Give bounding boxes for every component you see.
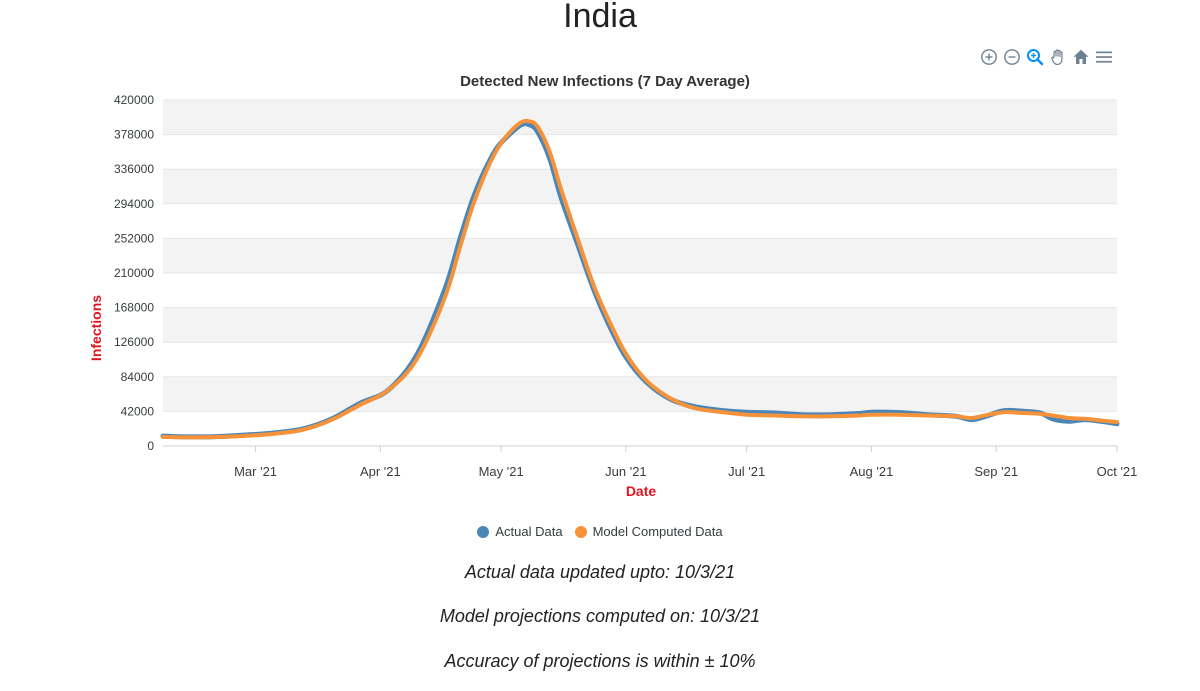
legend-label-actual: Actual Data: [495, 524, 563, 539]
x-tick-label: Apr '21: [360, 464, 401, 479]
y-tick-label: 420000: [114, 93, 154, 107]
series-line-model: [161, 118, 1119, 440]
x-tick-label: Mar '21: [234, 464, 277, 479]
y-tick-label: 126000: [114, 335, 154, 349]
legend-label-model: Model Computed Data: [592, 524, 723, 539]
model-computed-note: Model projections computed on: 10/3/21: [439, 606, 761, 626]
y-tick-label: 210000: [114, 266, 154, 280]
x-tick-label: Jul '21: [728, 464, 765, 479]
x-tick-label: Jun '21: [605, 464, 647, 479]
y-axis-title: Infections: [88, 295, 104, 361]
legend-item-actual[interactable]: Actual Data: [477, 524, 563, 539]
pan-hand-icon[interactable]: [1047, 46, 1069, 68]
y-tick-label: 42000: [121, 404, 155, 418]
y-tick-label: 84000: [121, 370, 155, 384]
grid-band: [163, 376, 1117, 412]
zoom-out-icon[interactable]: [1001, 46, 1023, 68]
menu-icon[interactable]: [1093, 46, 1115, 68]
zoom-in-icon[interactable]: [978, 46, 1000, 68]
y-tick-label: 252000: [114, 231, 154, 245]
y-tick-label: 378000: [114, 128, 154, 142]
x-axis-title: Date: [626, 483, 657, 499]
x-tick-label: Aug '21: [850, 464, 894, 479]
grid-band: [163, 307, 1117, 343]
legend-item-model[interactable]: Model Computed Data: [574, 524, 723, 539]
x-tick-label: May '21: [479, 464, 524, 479]
grid-band: [163, 100, 1117, 135]
y-tick-label: 0: [147, 439, 154, 453]
grid-band: [163, 169, 1117, 204]
selection-zoom-icon[interactable]: [1024, 46, 1046, 68]
y-tick-label: 168000: [114, 301, 154, 315]
y-tick-label: 336000: [114, 162, 154, 176]
grid-band: [163, 238, 1117, 273]
accuracy-note: Accuracy of projections is within ± 10%: [444, 651, 756, 671]
y-tick-label: 294000: [114, 197, 154, 211]
x-tick-label: Sep '21: [974, 464, 1018, 479]
chart-title: Detected New Infections (7 Day Average): [460, 73, 750, 90]
chart-legend: Actual Data Model Computed Data: [0, 524, 1200, 539]
line-chart[interactable]: Detected New Infections (7 Day Average) …: [0, 60, 1200, 510]
legend-marker-actual: [477, 525, 490, 538]
page-title: India: [563, 0, 637, 35]
x-tick-label: Oct '21: [1097, 464, 1138, 479]
actual-updated-note: Actual data updated upto: 10/3/21: [464, 562, 736, 582]
reset-home-icon[interactable]: [1070, 46, 1092, 68]
legend-marker-model: [574, 525, 587, 538]
chart-toolbar: [978, 46, 1116, 68]
